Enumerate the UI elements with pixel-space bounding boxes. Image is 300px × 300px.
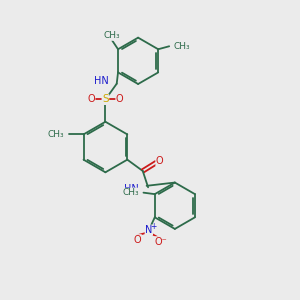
Text: CH₃: CH₃ [48,130,64,139]
Text: O: O [156,156,164,166]
Text: S: S [102,94,109,104]
Text: CH₃: CH₃ [122,188,139,197]
Text: CH₃: CH₃ [104,32,120,40]
Text: O: O [116,94,124,104]
Text: N: N [145,225,152,235]
Text: HN: HN [94,76,108,86]
Text: CH₃: CH₃ [173,42,190,51]
Text: O: O [134,235,141,244]
Text: O⁻: O⁻ [154,237,167,247]
Text: O: O [87,94,95,104]
Text: HN: HN [124,184,139,194]
Text: +: + [150,222,156,231]
